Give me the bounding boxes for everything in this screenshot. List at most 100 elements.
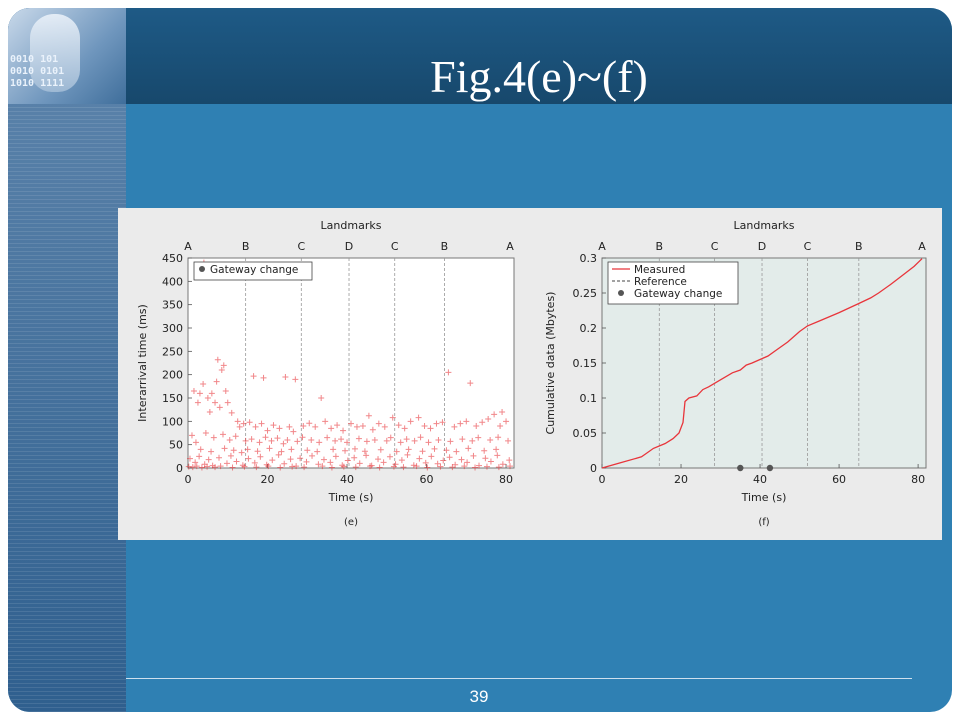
chart-e-scatter-point [425, 439, 432, 446]
chart-e-scatter-point [352, 464, 359, 471]
chart-e-scatter-point [324, 434, 331, 441]
chart-e-scatter-point [265, 463, 272, 470]
chart-e-scatter-point [197, 446, 204, 453]
slide-title: Fig.4(e)~(f) [430, 51, 648, 102]
chart-e-scatter-point [319, 463, 326, 470]
slide-number: 39 [469, 687, 489, 706]
chart-e-scatter-point [507, 463, 514, 470]
chart-e-scatter-point [499, 409, 506, 415]
chart-e-scatter-point [274, 435, 281, 442]
chart-e-scatter-point [226, 437, 233, 443]
chart-e-scatter-point [375, 420, 382, 427]
chart-e-scatter-point [304, 447, 311, 454]
chart-e-scatter-point [322, 418, 329, 425]
chart-e-scatter-point [427, 425, 434, 432]
chart-e-scatter-point [214, 356, 221, 363]
chart-e-scatter-point [250, 373, 257, 380]
chart-e-scatter-point [240, 420, 247, 427]
chart-e-scatter-point [227, 452, 234, 459]
chart-e-scatter-point [467, 380, 474, 387]
chart-e-scatter-point [377, 446, 384, 453]
chart-e-scatter-point [318, 395, 325, 401]
chart-e-scatter-point [405, 446, 412, 453]
chart-e-scatter-point [196, 390, 203, 397]
chart-e-scatter-point [213, 378, 220, 385]
chart-f-landmark-label: A [918, 240, 926, 253]
chart-e-scatter-point [417, 434, 424, 441]
chart-e-scatter-point [398, 457, 405, 464]
chart-e-scatter-point [494, 452, 501, 459]
chart-e-scatter-point [340, 427, 347, 434]
chart-e-scatter-point [254, 448, 261, 455]
chart-e-scatter-point [487, 458, 494, 465]
chart-e-scatter-point [314, 448, 321, 455]
chart-f-x-tick-label: 60 [832, 473, 846, 486]
chart-e-y-tick-label: 400 [162, 275, 183, 288]
chart-e-scatter-point [332, 437, 339, 444]
chart-f-landmark-label: B [855, 240, 863, 253]
chart-e-scatter-point [242, 437, 249, 444]
left-decorative-strip: 0010 101 0010 0101 1010 1111 [8, 8, 126, 712]
chart-e-scatter-point [431, 445, 438, 452]
chart-e-top-label: Landmarks [321, 219, 382, 232]
chart-e-scatter-point [258, 420, 265, 427]
chart-e-scatter-point [257, 453, 264, 460]
chart-e-scatter-point [196, 453, 203, 460]
chart-e-scatter-point [447, 438, 454, 445]
chart-e-x-axis-label: Time (s) [328, 491, 374, 504]
chart-e-x-tick-label: 20 [261, 473, 275, 486]
chart-e-scatter-point [473, 423, 480, 429]
chart-e-scatter-point [289, 463, 296, 470]
chart-e-scatter-point [495, 464, 502, 471]
chart-e-scatter-point [344, 439, 351, 446]
chart-e-plot-area [187, 257, 515, 469]
chart-e-scatter-point [470, 452, 477, 459]
chart-e-scatter-point [397, 439, 404, 446]
chart-e-scatter-point [269, 457, 276, 464]
chart-e-scatter-point [407, 418, 414, 425]
chart-e-scatter-point [371, 437, 378, 443]
chart-e-scatter-point [461, 463, 468, 470]
chart-e-scatter-point [286, 423, 293, 430]
chart-e-scatter-point [332, 453, 339, 460]
chart-e-legend-swatch [199, 266, 205, 272]
chart-f-legend-swatch [618, 290, 624, 296]
chart-e-scatter-point [245, 455, 252, 462]
chart-e-y-tick-label: 250 [162, 345, 183, 358]
chart-e-scatter-point [330, 446, 337, 453]
chart-e-scatter-point [369, 426, 376, 433]
chart-f-gateway-change-point [766, 464, 774, 472]
chart-f-y-tick-label: 0.3 [580, 252, 598, 265]
chart-e-scatter-point [390, 463, 397, 470]
chart-f-y-tick-label: 0.05 [573, 427, 598, 440]
chart-e-scatter-point [424, 464, 431, 471]
chart-e-scatter-point [200, 381, 207, 387]
chart-e-scatter-point [228, 409, 235, 416]
chart-e-scatter-point [482, 455, 489, 462]
chart-e-scatter-point [495, 434, 502, 441]
chart-e-scatter-point [268, 437, 275, 444]
figure-panel: A B C D C B A Landmarks 0 20 40 60 80 0 50 100 150 200 250… [118, 208, 942, 540]
chart-e-scatter-point [198, 464, 205, 471]
chart-f-y-tick-label: 0 [590, 462, 597, 475]
chart-e-scatter-point [303, 458, 310, 465]
chart-e-scatter-point [465, 445, 472, 452]
chart-e-scatter-point [481, 447, 488, 454]
chart-e-scatter-point [419, 448, 426, 455]
chart-e-scatter-point [411, 437, 418, 444]
chart-e-y-tick-label: 300 [162, 322, 183, 335]
chart-e-scatter-point [208, 390, 215, 397]
chart-e-y-tick-label: 100 [162, 415, 183, 428]
chart-e-scatter-point [440, 457, 447, 464]
chart-e-scatter-point [223, 460, 230, 467]
chart-e-scatter-point [276, 425, 283, 432]
chart-e-scatter-point [275, 451, 282, 458]
chart-e-scatter-point [287, 456, 294, 463]
chart-e-scatter-point [328, 464, 335, 471]
chart-e-scatter-point [188, 432, 195, 439]
chart-e-scatter-point [340, 463, 347, 470]
chart-e-scatter-point [262, 434, 269, 441]
chart-e-scatter-point [404, 451, 411, 458]
chart-e-scatter-point [234, 418, 241, 425]
chart-f-x-tick-label: 40 [753, 473, 767, 486]
